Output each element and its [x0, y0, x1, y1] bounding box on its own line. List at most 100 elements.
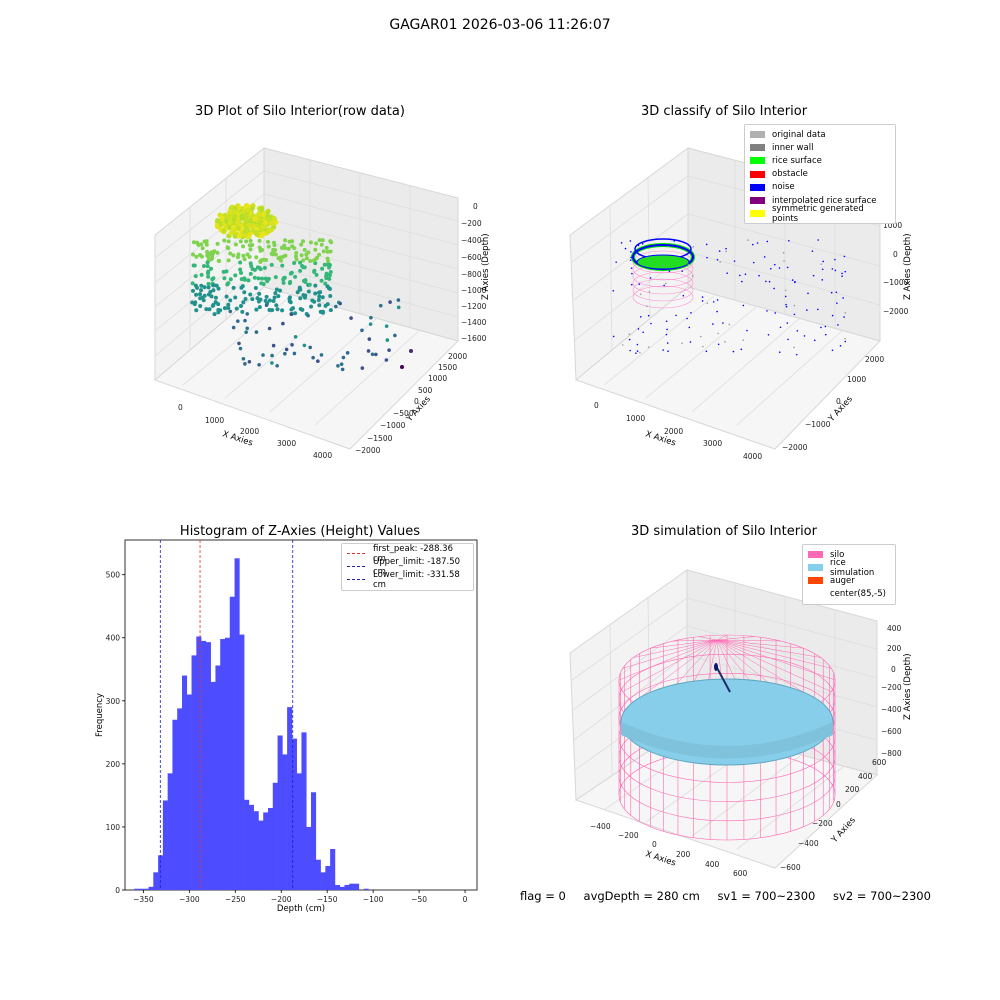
classify-point	[756, 242, 759, 244]
raw-point	[192, 263, 197, 268]
raw-point	[231, 285, 236, 290]
classify-point	[662, 349, 664, 351]
raw-point	[287, 281, 292, 286]
classify-point	[820, 263, 822, 265]
raw-point	[228, 277, 233, 282]
classify-point	[639, 352, 641, 354]
classify-point	[638, 283, 641, 285]
raw-point	[210, 253, 215, 258]
raw-point	[258, 297, 263, 302]
raw-point	[256, 276, 261, 281]
raw-point	[279, 246, 284, 251]
raw-point	[258, 248, 263, 253]
classify-point	[637, 244, 640, 247]
classify-point	[648, 291, 651, 293]
histogram-bar	[344, 884, 350, 890]
histogram-plot: −350 −300 −250 −200 −150 −100 −50 0 0 100 200 300 4…	[95, 539, 478, 914]
raw-point	[226, 302, 231, 307]
raw-point	[367, 337, 372, 341]
raw-point	[283, 351, 287, 356]
raw-point	[313, 247, 318, 252]
classify-point	[664, 282, 667, 285]
raw-point	[248, 247, 253, 252]
classify-point	[630, 256, 632, 259]
raw-point	[198, 253, 203, 258]
raw-point	[322, 262, 327, 267]
svg-text:0: 0	[836, 800, 841, 809]
classify-point	[791, 279, 794, 281]
classify-point	[716, 258, 719, 261]
raw-point	[325, 256, 330, 261]
classify-point	[836, 302, 838, 304]
auger	[715, 665, 731, 693]
raw-point	[321, 249, 326, 254]
raw-point	[319, 278, 324, 283]
raw-point	[238, 346, 243, 351]
classify-point	[796, 330, 799, 332]
flag-text: flag = 0	[520, 889, 566, 903]
classify-point	[843, 316, 845, 318]
silo-roof-wire	[716, 639, 836, 681]
histogram-bar	[334, 884, 340, 890]
raw-point	[224, 294, 229, 299]
raw-point	[261, 223, 267, 230]
classify-point	[786, 266, 789, 269]
svg-text:−800: −800	[881, 749, 902, 758]
classify-point	[612, 335, 615, 338]
classify-z-label: Z Axies (Depth)	[903, 233, 913, 300]
classify-point	[773, 263, 776, 266]
raw-point	[267, 308, 272, 313]
histogram-x-tick-label: −100	[363, 895, 384, 904]
classify-point	[635, 352, 637, 354]
raw-point	[218, 221, 224, 227]
raw-point	[317, 303, 322, 308]
raw-point	[298, 306, 303, 311]
histogram-bar	[287, 707, 293, 890]
raw-point	[231, 253, 236, 258]
sim-x-label: X Axies	[644, 849, 677, 868]
status-footer: flag = 0 avgDepth = 280 cm sv1 = 700~230…	[520, 889, 945, 903]
histogram-bar	[172, 719, 178, 890]
raw-point	[242, 290, 247, 295]
histogram-bar	[315, 859, 321, 890]
histogram-legend: first_peak: -288.36 cm Upper_limit: -187…	[341, 543, 474, 591]
legend-first-peak: first_peak: -288.36 cm	[347, 544, 468, 564]
raw-point	[212, 312, 217, 317]
svg-text:−500: −500	[393, 409, 414, 418]
raw-point	[378, 303, 383, 308]
raw-point	[273, 275, 278, 280]
raw-point	[241, 253, 246, 258]
classify-point	[668, 270, 671, 272]
raw-point	[254, 330, 259, 334]
rice-surface-side	[621, 722, 833, 759]
histogram-bar	[263, 812, 269, 890]
raw-point	[206, 292, 211, 297]
raw-point	[369, 315, 373, 320]
classify-point	[803, 335, 806, 337]
legend-upper-limit: Upper_limit: -187.50 cm	[347, 557, 468, 577]
classify-point	[719, 261, 721, 263]
classify-point	[642, 331, 644, 334]
raw-point	[327, 273, 332, 278]
svg-text:4000: 4000	[743, 452, 762, 461]
silo-wireframe	[618, 634, 836, 841]
classify-point	[779, 326, 782, 329]
raw-point	[238, 260, 243, 265]
raw-point	[239, 304, 244, 309]
silo-roof-wire	[716, 636, 755, 641]
raw-point	[366, 349, 371, 353]
raw-point	[297, 287, 302, 292]
classify-point	[667, 350, 669, 353]
classify-point	[806, 309, 808, 311]
raw-point	[324, 245, 329, 250]
svg-text:−2000: −2000	[355, 446, 381, 455]
classify-point	[681, 342, 683, 345]
silo-roof-wire	[618, 639, 718, 681]
raw-point	[272, 295, 277, 300]
classify-point	[844, 340, 846, 343]
histogram-x-tick-label: −250	[225, 895, 246, 904]
raw-point	[287, 296, 292, 301]
svg-text:200: 200	[845, 785, 860, 794]
classify-point	[690, 311, 692, 314]
histogram-x-ticks: −350 −300 −250 −200 −150 −100 −50 0	[133, 890, 468, 904]
